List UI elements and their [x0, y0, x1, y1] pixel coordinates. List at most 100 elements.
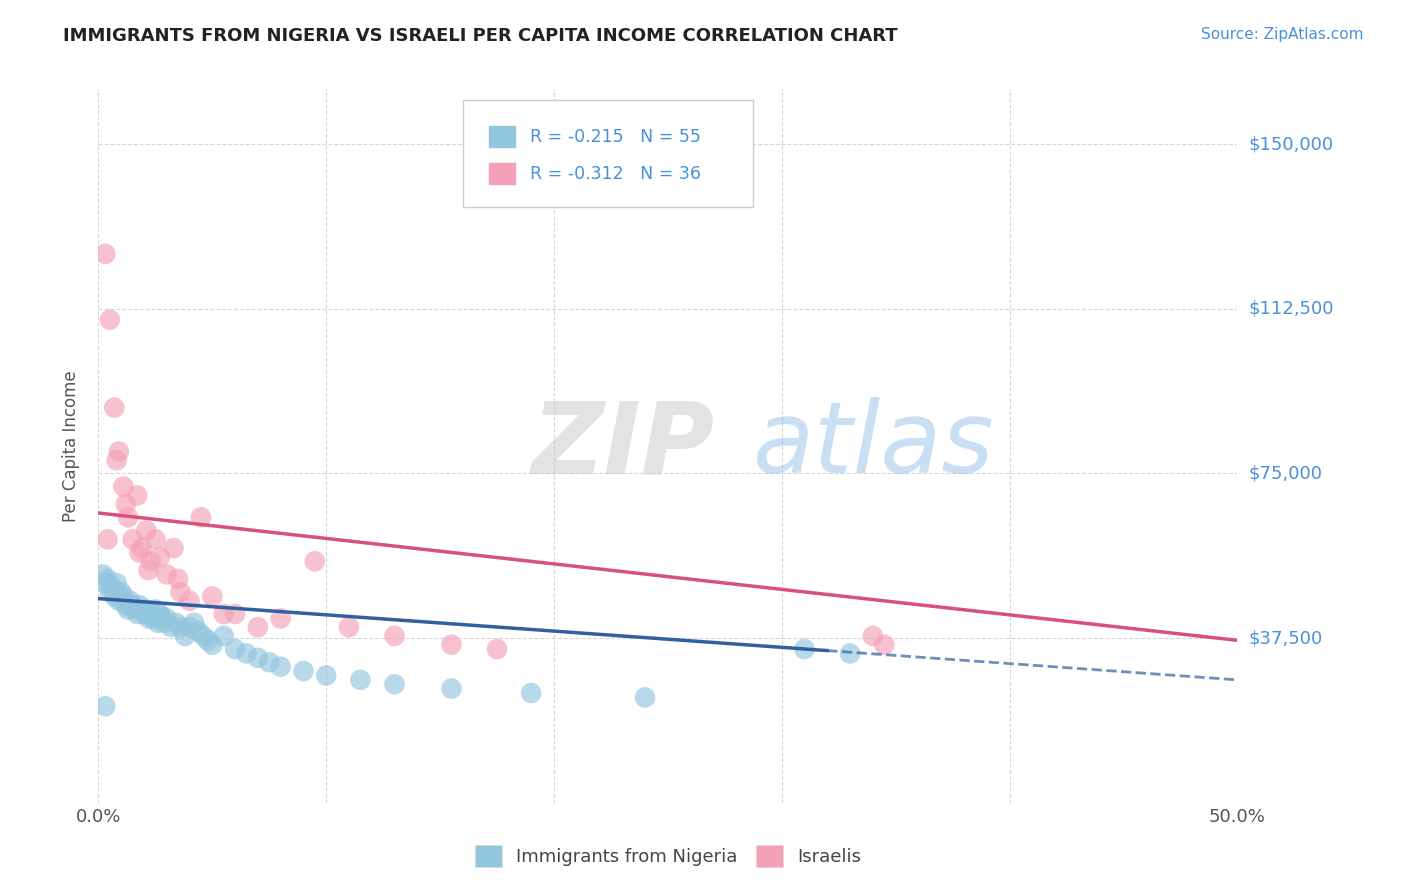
Legend: Immigrants from Nigeria, Israelis: Immigrants from Nigeria, Israelis — [465, 836, 870, 876]
Point — [174, 629, 197, 643]
Point — [101, 581, 124, 595]
FancyBboxPatch shape — [463, 100, 754, 207]
Point — [135, 524, 157, 538]
Point — [96, 533, 118, 547]
Point — [156, 611, 179, 625]
Point — [128, 545, 150, 559]
Point — [162, 541, 184, 555]
Point — [145, 602, 167, 616]
Point — [190, 510, 212, 524]
Point — [315, 668, 337, 682]
Point — [486, 642, 509, 657]
Text: IMMIGRANTS FROM NIGERIA VS ISRAELI PER CAPITA INCOME CORRELATION CHART: IMMIGRANTS FROM NIGERIA VS ISRAELI PER C… — [63, 27, 898, 45]
Point — [127, 607, 149, 621]
Point — [292, 664, 315, 678]
Point — [94, 699, 117, 714]
Point — [142, 611, 165, 625]
Point — [839, 647, 862, 661]
Point — [793, 642, 815, 657]
Point — [384, 629, 406, 643]
Point — [108, 594, 131, 608]
Point — [270, 611, 292, 625]
Point — [634, 690, 657, 705]
Point — [114, 497, 136, 511]
Point — [135, 602, 157, 616]
Point — [120, 594, 142, 608]
Y-axis label: Per Capita Income: Per Capita Income — [62, 370, 80, 522]
Point — [128, 598, 150, 612]
Text: $150,000: $150,000 — [1249, 135, 1333, 153]
Point — [246, 651, 269, 665]
Point — [183, 615, 205, 630]
Text: Source: ZipAtlas.com: Source: ZipAtlas.com — [1201, 27, 1364, 42]
Point — [139, 554, 162, 568]
Point — [179, 620, 201, 634]
Point — [121, 598, 143, 612]
Text: R = -0.215   N = 55: R = -0.215 N = 55 — [530, 128, 702, 145]
Point — [103, 401, 125, 415]
Point — [117, 602, 139, 616]
Point — [132, 607, 155, 621]
Point — [179, 594, 201, 608]
Point — [270, 659, 292, 673]
Point — [259, 655, 281, 669]
Point — [114, 598, 136, 612]
Point — [165, 615, 187, 630]
Text: $112,500: $112,500 — [1249, 300, 1334, 318]
Point — [169, 585, 191, 599]
Point — [127, 488, 149, 502]
Point — [201, 638, 224, 652]
Text: ZIP: ZIP — [531, 398, 714, 494]
Point — [193, 629, 215, 643]
Point — [149, 549, 172, 564]
Text: $37,500: $37,500 — [1249, 629, 1323, 647]
Point — [187, 624, 209, 639]
Point — [440, 681, 463, 696]
Point — [224, 642, 246, 657]
Point — [167, 572, 190, 586]
Point — [149, 607, 172, 621]
Point — [153, 615, 176, 630]
Point — [112, 480, 135, 494]
Point — [108, 444, 131, 458]
Text: atlas: atlas — [754, 398, 995, 494]
Point — [235, 647, 257, 661]
Point — [139, 607, 162, 621]
Point — [304, 554, 326, 568]
Point — [105, 453, 128, 467]
Bar — [488, 162, 516, 186]
Point — [121, 533, 143, 547]
Point — [201, 590, 224, 604]
Point — [145, 533, 167, 547]
Point — [110, 585, 132, 599]
Text: R = -0.312   N = 36: R = -0.312 N = 36 — [530, 165, 702, 183]
Point — [112, 590, 135, 604]
Point — [337, 620, 360, 634]
Point — [873, 638, 896, 652]
Point — [98, 312, 121, 326]
Point — [440, 638, 463, 652]
Point — [150, 611, 173, 625]
Bar — [488, 125, 516, 148]
Point — [94, 576, 117, 591]
Point — [169, 620, 191, 634]
Point — [117, 510, 139, 524]
Point — [160, 620, 183, 634]
Point — [103, 590, 125, 604]
Point — [124, 602, 146, 616]
Point — [224, 607, 246, 621]
Point — [98, 585, 121, 599]
Point — [146, 615, 169, 630]
Point — [131, 602, 153, 616]
Point — [384, 677, 406, 691]
Point — [349, 673, 371, 687]
Point — [105, 576, 128, 591]
Point — [197, 633, 219, 648]
Point — [212, 629, 235, 643]
Point — [862, 629, 884, 643]
Point — [212, 607, 235, 621]
Point — [96, 572, 118, 586]
Point — [131, 541, 153, 555]
Point — [138, 611, 160, 625]
Point — [520, 686, 543, 700]
